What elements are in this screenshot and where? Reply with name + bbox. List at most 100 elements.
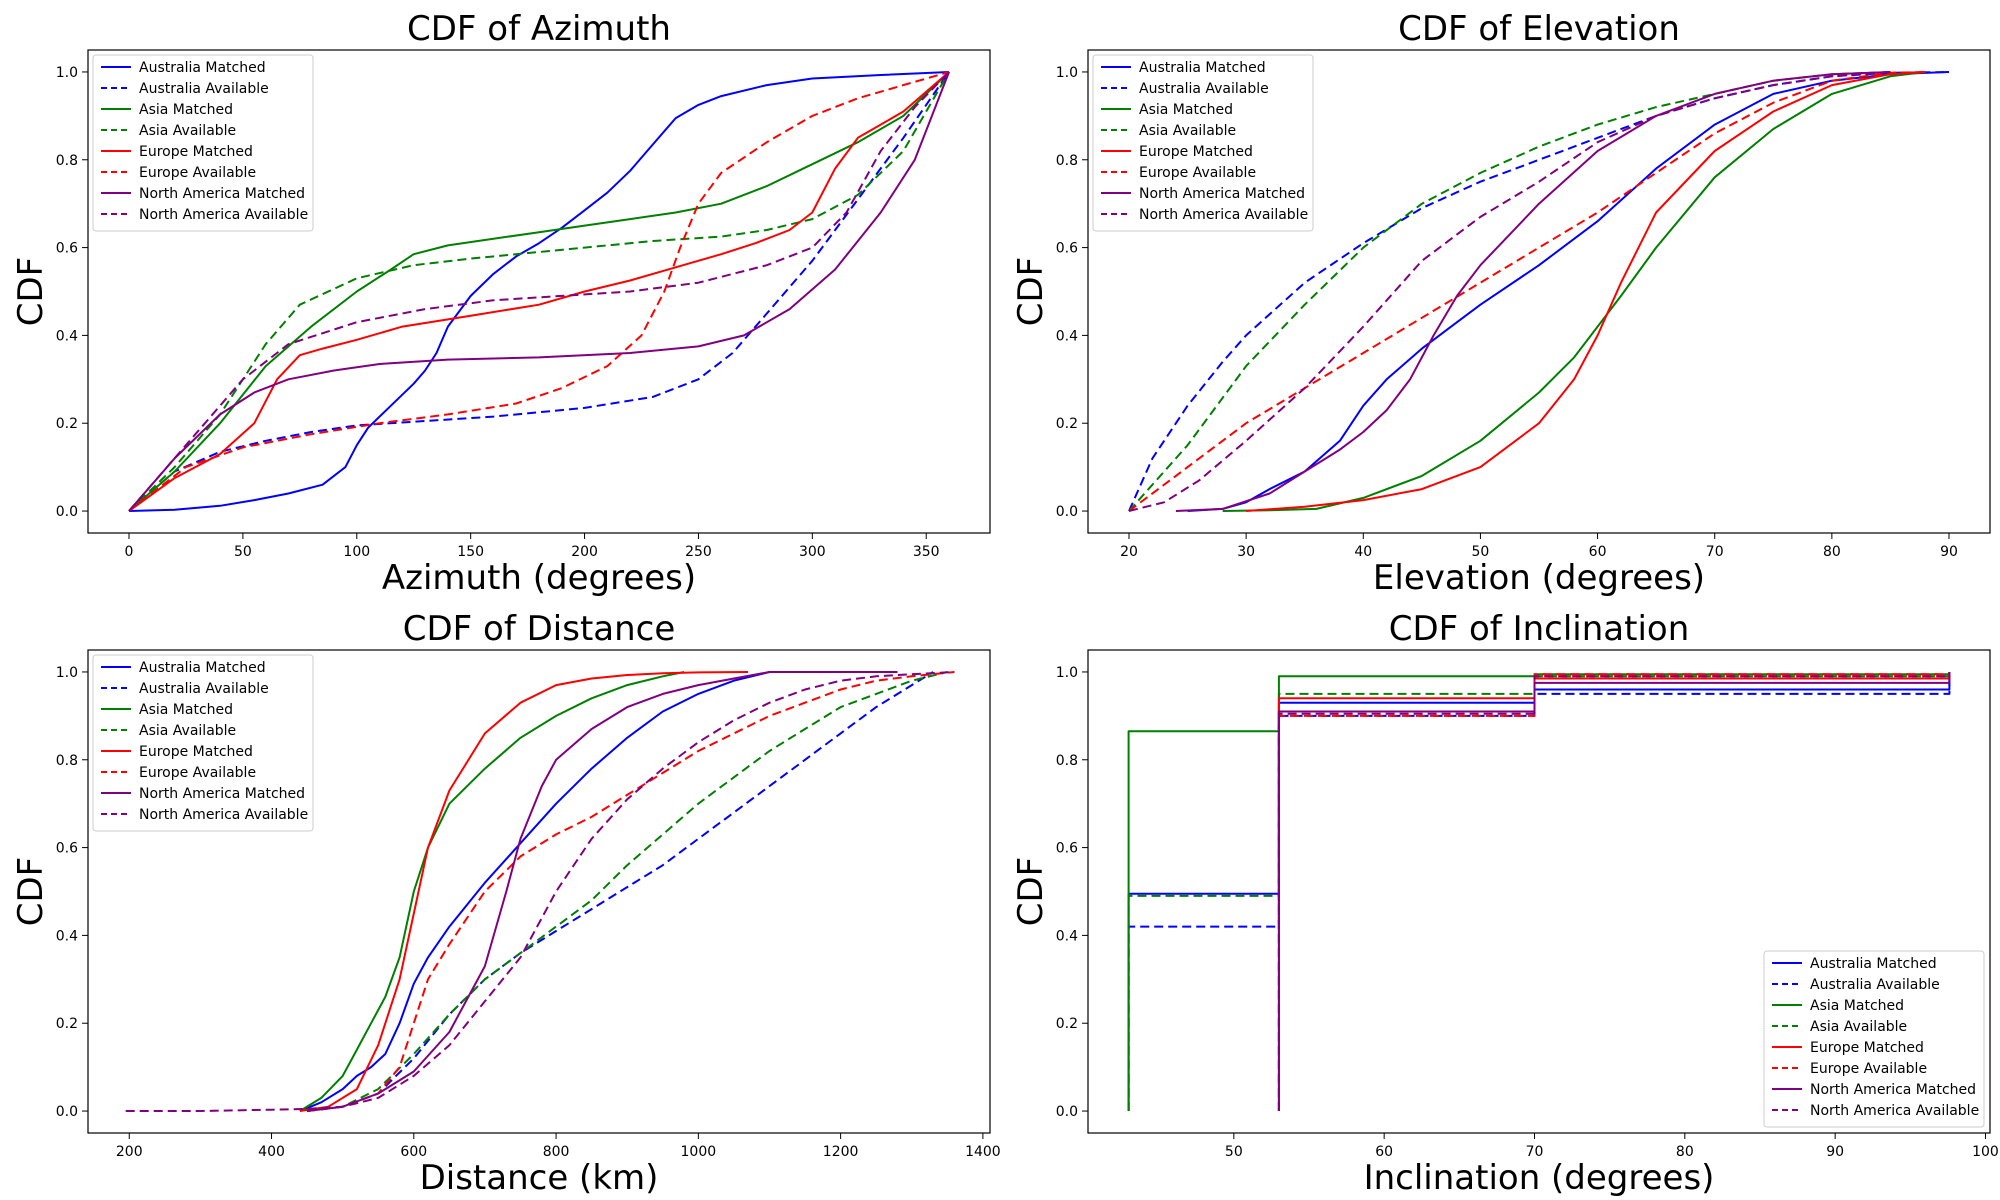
y-tick-label: 0.8	[56, 153, 78, 169]
series-line-europe-available	[128, 71, 950, 512]
plot-frame	[87, 649, 991, 1134]
y-tick-label: 0.2	[1056, 416, 1078, 432]
series-line-north-america-matched	[128, 71, 950, 512]
x-tick-label: 90	[1940, 544, 1958, 560]
x-tick-label: 350	[913, 544, 940, 560]
y-tick-label: 0.2	[56, 416, 78, 432]
distance-cdf-chart: CDF of Distance 200 400 600 800 1000 1200 1400 0…	[11, 609, 1001, 1198]
x-axis-label: Elevation (degrees)	[1373, 558, 1705, 598]
azimuth-cdf-chart: CDF of Azimuth 0 50 100 150 200 250 300 350 0.0 0.…	[11, 9, 991, 598]
series-line-europe-matched	[1246, 71, 1926, 512]
y-tick-label: 0.0	[56, 504, 78, 520]
series-line-australia-available	[306, 671, 934, 1112]
chart-title: CDF of Inclination	[1389, 609, 1690, 649]
legend-label: Australia Available	[1810, 977, 1940, 993]
chart-title: CDF of Distance	[403, 609, 676, 649]
legend-box	[1763, 950, 1985, 1128]
legend-label: Europe Available	[1810, 1061, 1927, 1077]
x-tick-label: 50	[1472, 544, 1490, 560]
series-group	[1128, 71, 1950, 512]
x-tick-label: 1200	[823, 1144, 859, 1160]
series-line-australia-matched	[1187, 71, 1950, 512]
x-tick-label: 1400	[965, 1144, 1001, 1160]
y-tick-label: 0.4	[56, 928, 78, 944]
series-line-north-america-available	[125, 671, 955, 1112]
legend-label: Europe Available	[139, 765, 256, 781]
y-tick-label: 0.4	[56, 328, 78, 344]
legend-label: Asia Available	[1810, 1019, 1907, 1035]
x-tick-label: 80	[1823, 544, 1841, 560]
y-tick-label: 0.2	[1056, 1016, 1078, 1032]
legend-label: North America Matched	[1139, 186, 1305, 202]
legend-label: Australia Matched	[1139, 60, 1266, 76]
x-tick-label: 800	[543, 1144, 570, 1160]
legend-label: Asia Available	[139, 723, 236, 739]
series-line-europe-matched	[299, 671, 749, 1112]
legend: Australia Matched Australia Available Asia…	[1763, 950, 1985, 1128]
series-group	[125, 671, 955, 1112]
x-axis-label: Inclination (degrees)	[1364, 1158, 1715, 1198]
x-tick-label: 50	[234, 544, 252, 560]
legend-label: Asia Matched	[139, 702, 233, 718]
y-axis-label: CDF	[1011, 857, 1051, 926]
chart-title: CDF of Elevation	[1398, 9, 1680, 49]
x-tick-label: 90	[1826, 1144, 1844, 1160]
legend-label: Europe Matched	[139, 144, 253, 160]
y-tick-label: 1.0	[56, 65, 78, 81]
x-tick-label: 400	[258, 1144, 285, 1160]
series-line-north-america-matched	[306, 671, 898, 1112]
y-tick-label: 1.0	[1056, 65, 1078, 81]
x-tick-label: 60	[1589, 544, 1607, 560]
legend-label: Australia Available	[1139, 81, 1269, 97]
x-tick-label: 70	[1526, 1144, 1544, 1160]
y-tick-label: 0.2	[56, 1016, 78, 1032]
x-tick-label: 0	[125, 544, 134, 560]
y-axis-label: CDF	[1011, 257, 1051, 326]
series-line-europe-matched	[128, 71, 950, 512]
y-axis-label: CDF	[11, 257, 51, 326]
series-line-europe-available	[1128, 71, 1926, 512]
x-tick-label: 1000	[681, 1144, 717, 1160]
legend-label: Europe Available	[139, 165, 256, 181]
y-tick-label: 0.6	[56, 841, 78, 857]
legend-label: Australia Available	[139, 681, 269, 697]
legend-label: Europe Available	[1139, 165, 1256, 181]
legend-box	[1092, 54, 1314, 232]
x-tick-label: 250	[685, 544, 712, 560]
chart-title: CDF of Azimuth	[407, 9, 671, 49]
x-axis-label: Distance (km)	[420, 1158, 659, 1198]
x-tick-label: 200	[116, 1144, 143, 1160]
x-tick-label: 150	[457, 544, 484, 560]
legend-label: Asia Matched	[1810, 998, 1904, 1014]
plot-frame	[1087, 49, 1991, 534]
series-line-australia-matched	[299, 671, 770, 1112]
y-tick-label: 0.8	[56, 753, 78, 769]
series-line-australia-matched	[128, 71, 950, 512]
legend-label: Asia Matched	[1139, 102, 1233, 118]
series-line-asia-matched	[128, 71, 950, 512]
x-tick-label: 40	[1354, 544, 1372, 560]
series-line-asia-available	[128, 71, 950, 512]
y-tick-label: 0.4	[1056, 328, 1078, 344]
legend-label: North America Available	[139, 207, 308, 223]
legend: Australia Matched Australia Available Asia…	[92, 54, 314, 232]
x-tick-label: 30	[1237, 544, 1255, 560]
x-tick-label: 100	[1972, 1144, 1999, 1160]
legend-label: North America Available	[1139, 207, 1308, 223]
series-line-australia-matched	[1127, 672, 1951, 1111]
x-tick-label: 80	[1676, 1144, 1694, 1160]
legend-label: North America Matched	[1810, 1082, 1976, 1098]
series-line-north-america-matched	[1175, 71, 1891, 512]
elevation-cdf-chart: CDF of Elevation 20 30 40 50 60 70 80 90 0.0 0.2 0.…	[1011, 9, 1991, 598]
x-axis-label: Azimuth (degrees)	[382, 558, 696, 598]
x-tick-label: 20	[1120, 544, 1138, 560]
legend-label: North America Available	[139, 807, 308, 823]
y-tick-label: 0.6	[1056, 241, 1078, 257]
x-tick-label: 600	[400, 1144, 427, 1160]
x-tick-label: 300	[799, 544, 826, 560]
series-line-europe-available	[306, 671, 955, 1112]
inclination-cdf-chart: CDF of Inclination 50 60 70 80 90 100 0.0 0.2 0.4…	[1011, 609, 1999, 1198]
y-tick-label: 0.6	[56, 241, 78, 257]
series-line-asia-matched	[1222, 71, 1926, 512]
y-tick-label: 0.4	[1056, 928, 1078, 944]
